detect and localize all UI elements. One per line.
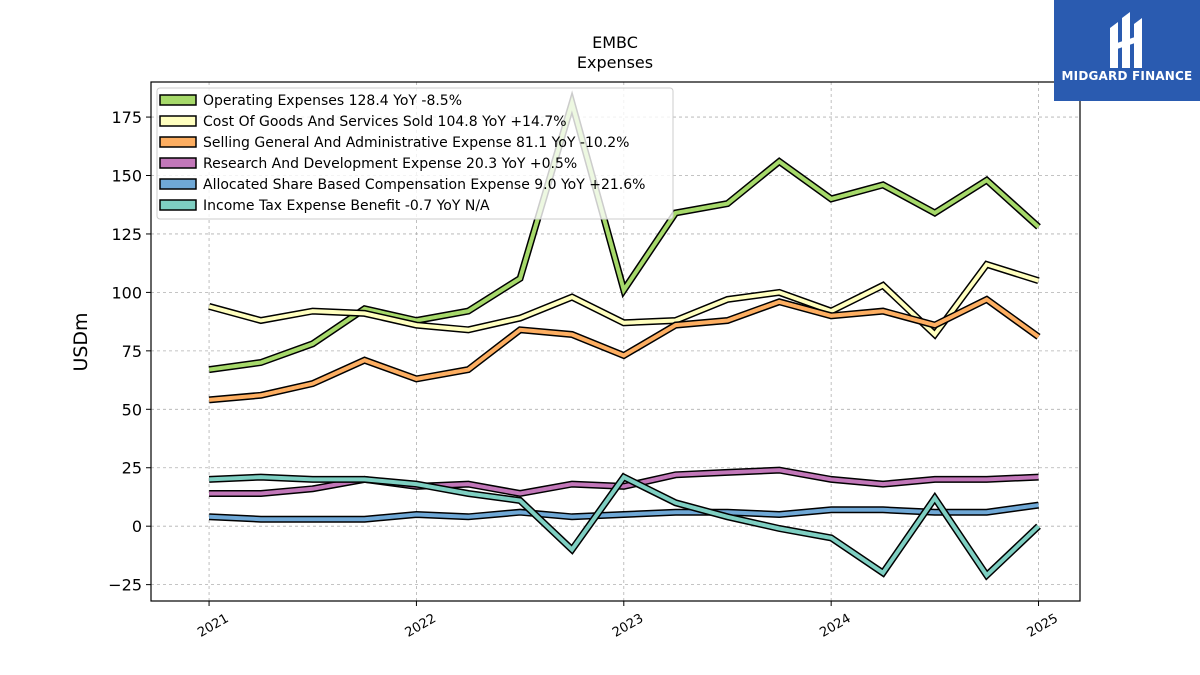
series-stroke — [208, 95, 1040, 372]
x-tick-label: 2024 — [817, 611, 853, 641]
y-axis: −25 0 25 50 75 100 125 150 175 — [108, 108, 151, 595]
y-axis-label: USDm — [70, 312, 92, 371]
legend-entry-label: Income Tax Expense Benefit -0.7 YoY N/A — [203, 198, 490, 214]
legend-box — [156, 87, 674, 220]
legend-swatch — [159, 157, 197, 169]
legend-swatch — [159, 136, 197, 148]
legend: Operating Expenses 128.4 YoY -8.5% Cost O… — [156, 87, 674, 220]
x-tick-label: 2022 — [403, 611, 439, 641]
legend-swatch — [159, 115, 197, 127]
chart-title: EMBC — [592, 33, 638, 52]
series-line-4 — [208, 501, 1039, 523]
y-tick-label: 175 — [111, 108, 142, 127]
x-tick-label: 2023 — [610, 611, 646, 641]
legend-entry-label: Operating Expenses 128.4 YoY -8.5% — [203, 93, 462, 109]
y-tick-label: 100 — [111, 283, 142, 302]
y-tick-label: 50 — [122, 400, 142, 419]
legend-swatch — [159, 94, 197, 106]
y-tick-label: 150 — [111, 167, 142, 186]
legend-entry-label: Selling General And Administrative Expen… — [203, 135, 629, 151]
y-tick-label: 0 — [132, 517, 142, 536]
y-tick-label: −25 — [108, 576, 142, 595]
series-stroke — [209, 503, 1039, 522]
plot-frame — [150, 81, 1081, 602]
series-line-0 — [208, 90, 1041, 374]
y-tick-label: 75 — [122, 342, 142, 361]
midgard-logo-icon — [1110, 12, 1142, 68]
series-stroke — [209, 474, 1040, 579]
series-lines — [208, 90, 1041, 581]
legend-entry-label: Allocated Share Based Compensation Expen… — [203, 177, 645, 193]
x-axis: 2021 2022 2023 2024 2025 — [195, 601, 1061, 641]
midgard-logo: MIDGARD FINANCE — [1054, 0, 1200, 101]
legend-entry-label: Research And Development Expense 20.3 Yo… — [203, 156, 577, 172]
series-stroke — [208, 297, 1040, 402]
y-tick-label: 125 — [111, 225, 142, 244]
legend-swatch — [159, 178, 197, 190]
series-line-1 — [208, 260, 1040, 340]
series-line-2 — [208, 295, 1041, 404]
y-tick-label: 25 — [122, 459, 142, 478]
legend-entry-label: Cost Of Goods And Services Sold 104.8 Yo… — [203, 114, 567, 130]
legend-swatch — [159, 199, 197, 211]
chart-subtitle: Expenses — [577, 53, 653, 72]
series-line-5 — [208, 472, 1041, 581]
series-stroke — [208, 262, 1040, 338]
x-tick-label: 2021 — [195, 611, 231, 641]
x-tick-label: 2025 — [1025, 611, 1061, 641]
logo-text: MIDGARD FINANCE — [1061, 69, 1193, 83]
